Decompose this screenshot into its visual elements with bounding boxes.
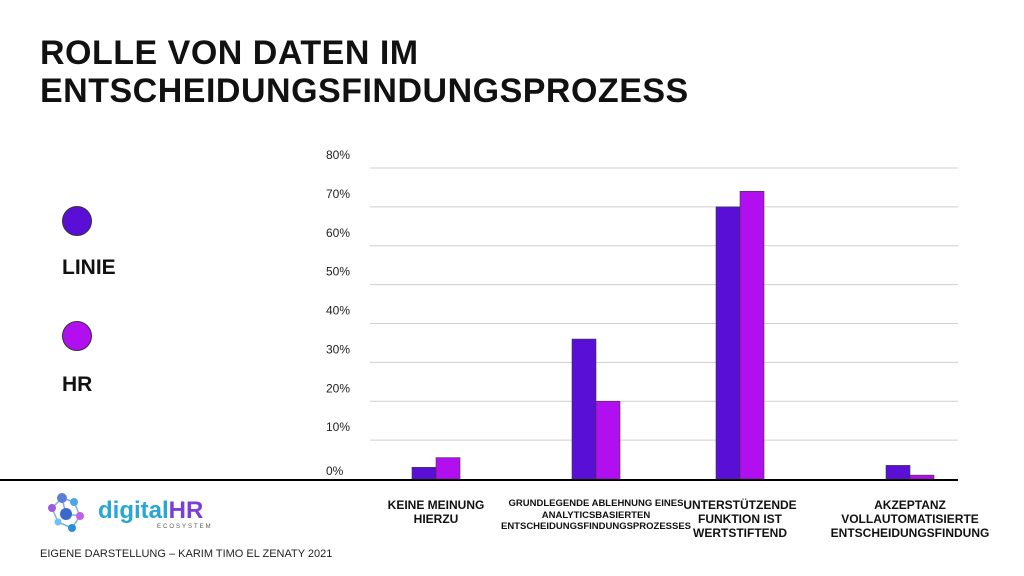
x-category-label-line: UNTERSTÜTZENDE: [683, 498, 797, 512]
legend-swatch-linie: [62, 206, 92, 236]
bar-hr-0: [435, 457, 461, 480]
x-category-label-line: VOLLAUTOMATISIERTE: [841, 512, 979, 526]
y-tick-label: 10%: [326, 420, 350, 434]
y-tick-label: 70%: [326, 187, 350, 201]
bar-hr-3: [909, 474, 935, 480]
x-category-label-line: FUNKTION IST: [698, 512, 782, 526]
x-category-label-line: ANALYTICSBASIERTEN: [541, 509, 651, 521]
y-tick-label: 30%: [326, 342, 350, 356]
logo-subtext: ECOSYSTEM: [157, 524, 213, 530]
logo-text-main: digital: [98, 497, 169, 524]
x-category-label-line: AKZEPTANZ: [874, 498, 946, 512]
x-category-label-line: HIERZU: [413, 512, 459, 526]
x-category-label-line: ENTSCHEIDUNGSFINDUNG: [830, 526, 990, 540]
legend-label-linie: LINIE: [62, 256, 116, 279]
page-title: ROLLE VON DATEN IM ENTSCHEIDUNGSFINDUNGS…: [40, 34, 840, 110]
x-category-label: AKZEPTANZ VOLLAUTOMATISIERTE ENTSCHEIDUNGS…: [810, 498, 1010, 540]
y-tick-label: 0%: [326, 464, 344, 478]
y-tick-label: 80%: [326, 148, 350, 162]
x-category-label: UNTERSTÜTZENDE FUNKTION IST WERTSTIFTEND: [660, 498, 820, 540]
logo-text-accent: HR: [168, 497, 204, 524]
x-category-label: GRUNDLEGENDE ABLEHNUNG EINES ANALYTICSBAS…: [491, 498, 701, 533]
source-credit: EIGENE DARSTELLUNG – KARIM TIMO EL ZENAT…: [40, 548, 333, 560]
bar-linie-2: [715, 206, 741, 480]
logo-icon: [48, 493, 84, 532]
y-tick-label: 60%: [326, 226, 350, 240]
x-category-label-line: ENTSCHEIDUNGSFINDUNGSPROZESSES: [500, 521, 692, 532]
legend-swatch-hr: [62, 321, 92, 351]
logo-text: digitalHR: [98, 497, 203, 525]
y-tick-label: 40%: [326, 304, 350, 318]
y-tick-label: 50%: [326, 265, 350, 279]
x-category-label-line: KEINE MEINUNG: [387, 498, 485, 512]
bar-linie-3: [885, 465, 911, 480]
bar-linie-0: [411, 467, 437, 480]
x-category-label-line: WERTSTIFTEND: [693, 526, 787, 540]
y-tick-label: 20%: [326, 381, 350, 395]
x-category-label-line: GRUNDLEGENDE ABLEHNUNG EINES: [508, 498, 684, 509]
x-category-label: KEINE MEINUNG HIERZU: [356, 498, 516, 526]
bar-hr-2: [739, 191, 765, 480]
bar-hr-1: [595, 400, 621, 480]
bar-linie-1: [571, 338, 597, 480]
legend-label-hr: HR: [62, 373, 93, 396]
title-line-2: ENTSCHEIDUNGSFINDUNGSPROZESS: [40, 72, 689, 110]
title-line-1: ROLLE VON DATEN IM: [40, 34, 419, 72]
